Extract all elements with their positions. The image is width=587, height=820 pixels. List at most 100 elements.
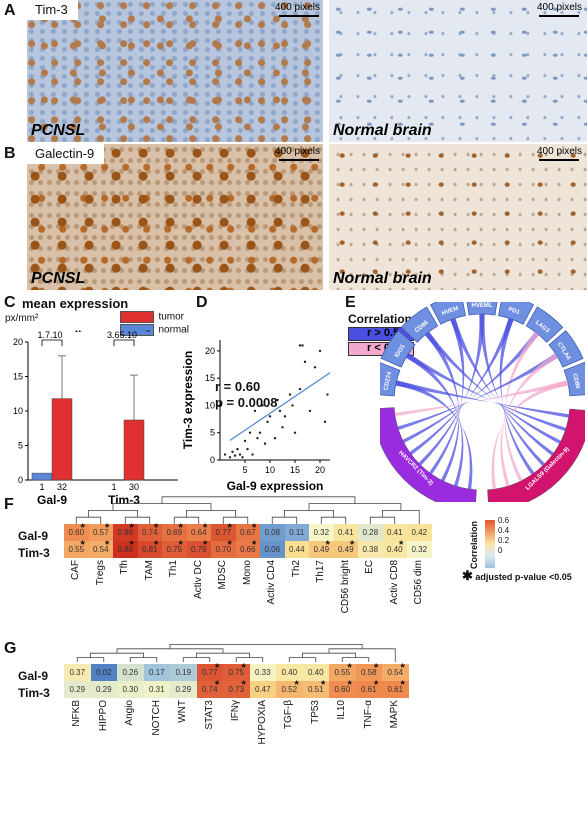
scatter-point bbox=[273, 436, 277, 440]
heatmap-row-label: Tim-3 bbox=[18, 546, 50, 560]
chord-ribbon bbox=[397, 353, 559, 430]
scatter-point bbox=[303, 360, 307, 364]
heatmap-cell: 0.49 bbox=[333, 541, 358, 558]
chord-ribbon bbox=[394, 380, 569, 417]
heatmap-cell: 0.58 bbox=[355, 664, 382, 681]
heatmap-cell: 0.30 bbox=[117, 681, 144, 698]
scatter-point bbox=[288, 393, 292, 396]
significance-star: * bbox=[252, 522, 257, 534]
chord-node-bottom bbox=[380, 407, 477, 502]
scale-bar bbox=[279, 159, 319, 161]
significance-star: * bbox=[374, 662, 379, 674]
significance-star: * bbox=[374, 679, 379, 691]
heatmap-cell: 0.79 bbox=[186, 541, 211, 558]
dendrogram-branch bbox=[112, 503, 212, 511]
significance-star: * bbox=[325, 539, 330, 551]
y-axis-label: Tim-3 expression bbox=[181, 351, 195, 449]
scatter-point bbox=[231, 450, 234, 454]
significance-bracket bbox=[113, 339, 135, 346]
panel-c-letter: C bbox=[4, 294, 16, 311]
chord-node-top bbox=[429, 302, 466, 325]
chord-node-label: HVEML bbox=[472, 303, 493, 309]
heatmap-cell: 0.17 bbox=[143, 664, 170, 681]
heatmap-row-label: Gal-9 bbox=[18, 669, 49, 683]
heatmap-column-label: IL10 bbox=[336, 700, 348, 720]
colorbar bbox=[485, 520, 495, 568]
tissue-label-normal-brain: Normal brain bbox=[333, 270, 432, 287]
scatter-point bbox=[246, 447, 249, 451]
heatmap-cell: 0.66 bbox=[235, 541, 260, 558]
tissue-label-pcnsl: PCNSL bbox=[31, 122, 86, 139]
legend-label-tumor: tumor bbox=[158, 311, 185, 323]
panel-a-letter: A bbox=[4, 2, 16, 19]
pvalue-label: 1.7.10 bbox=[37, 330, 62, 340]
heatmap-column-label: Angio bbox=[124, 700, 136, 726]
significance-star: * bbox=[350, 539, 355, 551]
significance-star: * bbox=[241, 662, 246, 674]
heatmap-cell: 0.60 bbox=[64, 524, 89, 541]
heatmap-cell: 0.11 bbox=[284, 524, 309, 541]
heatmap-cell: 0.49 bbox=[309, 541, 334, 558]
scatter-point bbox=[266, 420, 269, 424]
chord-ribbon bbox=[405, 353, 567, 432]
scatter-point bbox=[313, 366, 317, 369]
chord-node-top bbox=[380, 330, 416, 368]
y-tick-label: 15 bbox=[13, 372, 23, 382]
heatmap-cell: 0.61 bbox=[382, 681, 409, 698]
heatmap-column-label: HIPPO bbox=[97, 700, 109, 732]
chord-node-label: HVEM bbox=[441, 306, 459, 317]
scatter-point bbox=[278, 409, 282, 413]
heatmap-cell: 0.06 bbox=[260, 541, 285, 558]
heatmap-cell: 0.74 bbox=[137, 524, 162, 541]
significance-star: * bbox=[105, 522, 110, 534]
colorbar-title: Correlation bbox=[469, 521, 479, 570]
significance-star: * bbox=[294, 679, 299, 691]
pvalue-label: 3.65.10 bbox=[107, 330, 137, 340]
scatter-point bbox=[318, 349, 322, 353]
heatmap-cell: 0.73 bbox=[223, 681, 250, 698]
significance-note: ✱ adjusted p-value <0.05 bbox=[462, 568, 572, 584]
tissue-label-pcnsl: PCNSL bbox=[31, 270, 86, 287]
heatmap-cell: 0.40 bbox=[276, 664, 303, 681]
stain-label-tim3: Tim-3 bbox=[27, 0, 78, 20]
chord-node-label: CD274 bbox=[383, 371, 393, 391]
y-tick-label: 20 bbox=[13, 337, 23, 347]
scatter-point bbox=[238, 453, 242, 456]
chord-node-label: PD1 bbox=[507, 307, 521, 317]
dendrogram-branch bbox=[169, 644, 363, 649]
dendrogram-branch bbox=[222, 516, 249, 524]
colorbar-tick: 0.2 bbox=[498, 536, 510, 545]
heatmap-cell: 0.47 bbox=[249, 681, 276, 698]
heatmap-cell: 0.44 bbox=[284, 541, 309, 558]
scale-bar-label: 400 pixels bbox=[275, 2, 321, 13]
y-tick-label: 20 bbox=[205, 346, 215, 356]
scatter-point bbox=[283, 415, 287, 418]
significance-star: * bbox=[80, 522, 85, 534]
significance-star: * bbox=[203, 539, 208, 551]
colorbar-tick: 0.4 bbox=[498, 526, 510, 535]
heatmap-column-label: STAT3 bbox=[203, 700, 215, 730]
legend-swatch-normal bbox=[120, 323, 154, 336]
chord-node-top bbox=[563, 361, 585, 397]
heatmap-cell: 0.55 bbox=[329, 664, 356, 681]
correlation-p: p = 0.0008 bbox=[215, 395, 278, 410]
heatmap-cell: 0.29 bbox=[90, 681, 117, 698]
scatter-point bbox=[268, 415, 272, 418]
significance-star: * bbox=[347, 662, 352, 674]
dendrogram-branch bbox=[302, 652, 356, 658]
heatmap-cell: 0.52 bbox=[276, 681, 303, 698]
heatmap-cell: 0.61 bbox=[355, 681, 382, 698]
heatmap-cell: 0.57 bbox=[88, 524, 113, 541]
x-tick-label: 10 bbox=[265, 465, 275, 475]
n-normal: 1 bbox=[111, 482, 116, 492]
heatmap-cell: 0.86 bbox=[113, 524, 138, 541]
pcnsl-galectin9-micrograph: Galectin-9 400 pixels PCNSL bbox=[27, 144, 323, 290]
scatter-point bbox=[281, 426, 284, 429]
y-tick-label: 10 bbox=[13, 406, 23, 416]
scatter-point bbox=[233, 454, 237, 457]
dendrogram-branch bbox=[75, 516, 102, 524]
heatmap-cell: 0.70 bbox=[211, 541, 236, 558]
significance-star: * bbox=[129, 522, 134, 534]
scatter-point bbox=[326, 393, 329, 396]
heatmap-column-label: WNT bbox=[177, 700, 189, 723]
